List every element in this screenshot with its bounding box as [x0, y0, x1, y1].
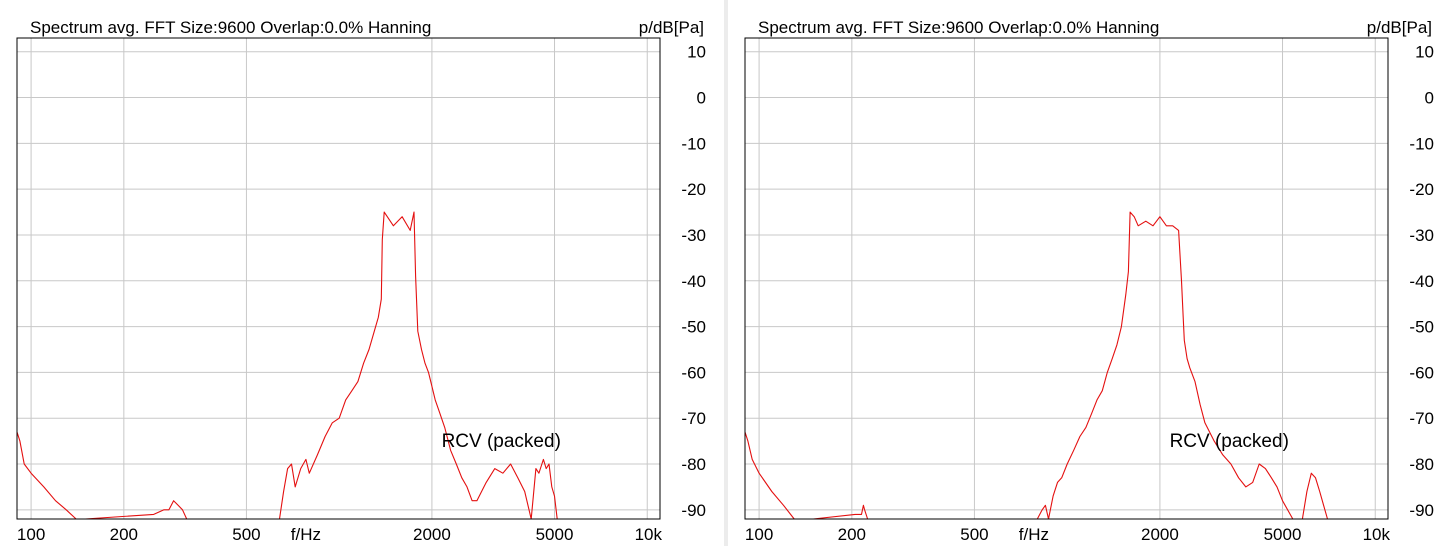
annotation-label: RCV (packed) — [442, 431, 561, 452]
plot-area — [17, 38, 660, 519]
x-tick-label: 500 — [960, 525, 988, 544]
y-tick-label: 0 — [1425, 89, 1434, 108]
y-tick-label: -90 — [681, 501, 706, 520]
x-tick-label: 10k — [635, 525, 663, 544]
y-tick-label: -80 — [681, 455, 706, 474]
x-tick-label: 100 — [745, 525, 773, 544]
x-tick-label: 2000 — [1141, 525, 1179, 544]
x-tick-label: 10k — [1363, 525, 1391, 544]
chart-svg-right: Spectrum avg. FFT Size:9600 Overlap:0.0%… — [744, 18, 1434, 544]
plot-frame — [16, 37, 661, 520]
x-tick-label: 5000 — [536, 525, 574, 544]
x-tick-label: 500 — [232, 525, 260, 544]
y-tick-label: -50 — [681, 318, 706, 337]
y-tick-label: 10 — [687, 43, 706, 62]
y-tick-label: 10 — [1415, 43, 1434, 62]
y-tick-label: -80 — [1409, 455, 1434, 474]
y-axis-label: p/dB[Pa] — [639, 18, 704, 37]
chart-svg-left: Spectrum avg. FFT Size:9600 Overlap:0.0%… — [16, 18, 706, 544]
chart-title: Spectrum avg. FFT Size:9600 Overlap:0.0%… — [30, 18, 431, 37]
y-tick-label: -10 — [681, 134, 706, 153]
y-tick-label: -10 — [1409, 134, 1434, 153]
y-tick-label: -40 — [681, 272, 706, 291]
series-line — [16, 211, 560, 520]
y-tick-label: -60 — [681, 363, 706, 382]
y-tick-label: 0 — [697, 89, 706, 108]
x-axis-label: f/Hz — [1019, 525, 1049, 544]
annotation-label: RCV (packed) — [1170, 431, 1289, 452]
x-tick-label: 100 — [17, 525, 45, 544]
spectrum-chart-left: Spectrum avg. FFT Size:9600 Overlap:0.0%… — [0, 0, 724, 546]
y-tick-label: -20 — [681, 180, 706, 199]
panel-divider — [724, 0, 728, 546]
y-axis-label: p/dB[Pa] — [1367, 18, 1432, 37]
y-tick-label: -60 — [1409, 363, 1434, 382]
spectrum-chart-right: Spectrum avg. FFT Size:9600 Overlap:0.0%… — [728, 0, 1452, 546]
y-tick-label: -70 — [681, 409, 706, 428]
x-tick-label: 200 — [838, 525, 866, 544]
x-tick-label: 200 — [110, 525, 138, 544]
plot-area — [745, 38, 1388, 519]
y-tick-label: -30 — [681, 226, 706, 245]
chart-title: Spectrum avg. FFT Size:9600 Overlap:0.0%… — [758, 18, 1159, 37]
plot-frame — [744, 37, 1389, 520]
x-tick-label: 5000 — [1264, 525, 1302, 544]
y-tick-label: -30 — [1409, 226, 1434, 245]
y-tick-label: -70 — [1409, 409, 1434, 428]
y-tick-label: -20 — [1409, 180, 1434, 199]
y-tick-label: -50 — [1409, 318, 1434, 337]
series-line — [744, 211, 1329, 520]
y-tick-label: -40 — [1409, 272, 1434, 291]
y-tick-label: -90 — [1409, 501, 1434, 520]
x-axis-label: f/Hz — [291, 525, 321, 544]
x-tick-label: 2000 — [413, 525, 451, 544]
